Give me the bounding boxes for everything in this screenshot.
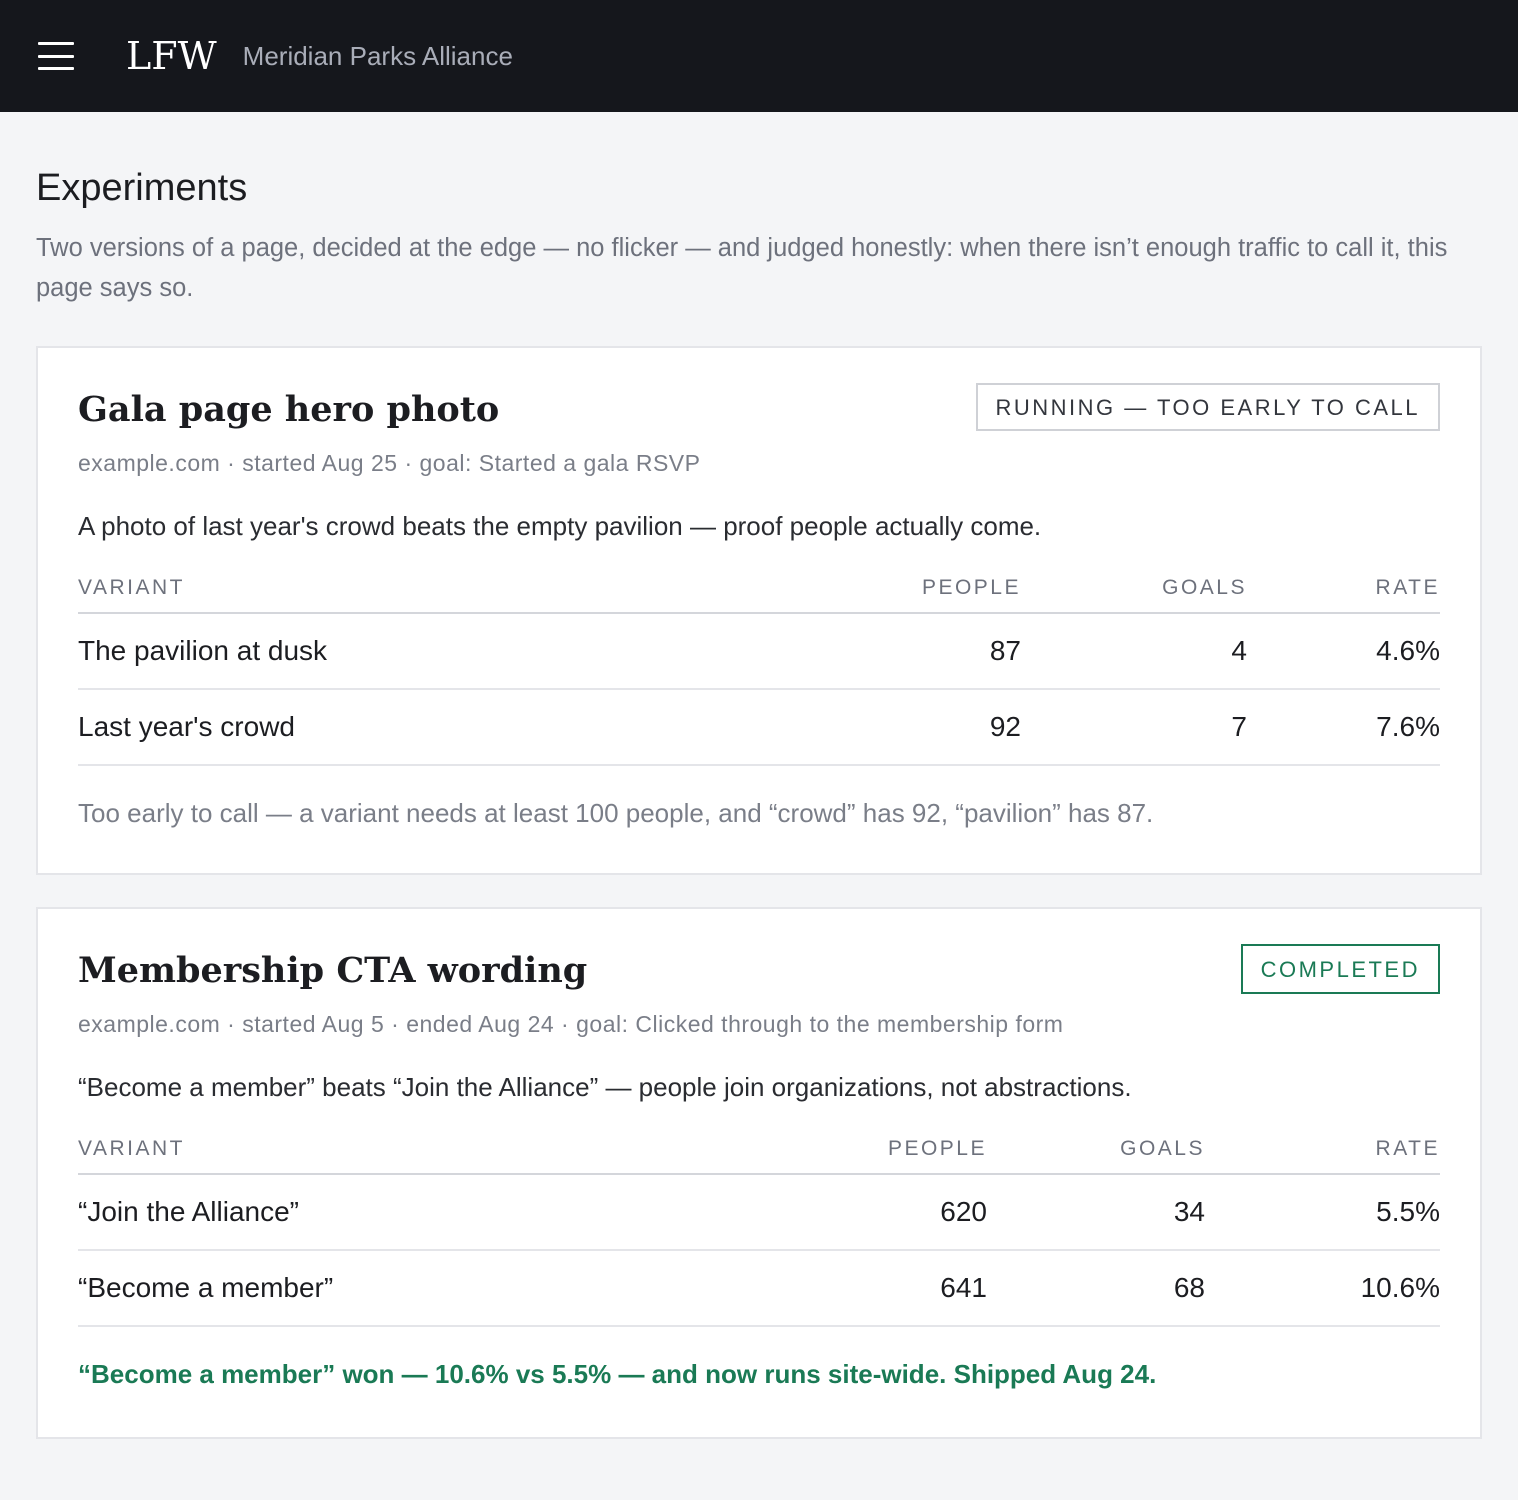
column-header-goals: GOALS [1021,576,1247,614]
table-row: The pavilion at dusk 87 4 4.6% [78,613,1440,690]
top-bar: LFW Meridian Parks Alliance [0,0,1518,112]
experiment-meta: example.com · started Aug 5 · ended Aug … [78,1011,1064,1037]
org-name: Meridian Parks Alliance [242,40,513,71]
results-table: VARIANT PEOPLE GOALS RATE “Join the Alli… [78,1137,1440,1327]
page-subtitle: Two versions of a page, decided at the e… [36,234,1448,302]
people-count: 92 [861,689,1021,766]
status-badge: RUNNING — TOO EARLY TO CALL [975,383,1440,431]
people-count: 87 [861,613,1021,690]
goals-count: 34 [987,1174,1205,1251]
column-header-goals: GOALS [987,1137,1205,1175]
experiment-card: Membership CTA wording COMPLETED example… [36,907,1482,1439]
table-row: “Become a member” 641 68 10.6% [78,1250,1440,1327]
column-header-people: PEOPLE [861,576,1021,614]
goals-count: 4 [1021,613,1247,690]
conversion-rate: 4.6% [1247,613,1440,690]
goals-count: 68 [987,1250,1205,1327]
people-count: 620 [827,1174,987,1251]
experiment-title: Gala page hero photo [78,389,500,430]
main-content: Experiments Two versions of a page, deci… [0,168,1518,1439]
column-header-rate: RATE [1247,576,1440,614]
table-header-row: VARIANT PEOPLE GOALS RATE [78,1137,1440,1175]
variant-name: “Become a member” [78,1250,827,1327]
variant-name: “Join the Alliance” [78,1174,827,1251]
column-header-rate: RATE [1205,1137,1440,1175]
variant-name: Last year's crowd [78,689,861,766]
conversion-rate: 5.5% [1205,1174,1440,1251]
column-header-variant: VARIANT [78,576,861,614]
logo[interactable]: LFW [126,34,217,78]
table-header-row: VARIANT PEOPLE GOALS RATE [78,576,1440,614]
page-title: Experiments [36,167,248,209]
experiment-hypothesis: “Become a member” beats “Join the Allian… [78,1072,1132,1102]
column-header-variant: VARIANT [78,1137,827,1175]
result-note: “Become a member” won — 10.6% vs 5.5% — … [78,1359,1157,1389]
variant-name: The pavilion at dusk [78,613,861,690]
conversion-rate: 7.6% [1247,689,1440,766]
experiment-hypothesis: A photo of last year's crowd beats the e… [78,511,1042,541]
people-count: 641 [827,1250,987,1327]
conversion-rate: 10.6% [1205,1250,1440,1327]
hamburger-menu-icon[interactable] [38,42,74,70]
experiment-meta: example.com · started Aug 25 · goal: Sta… [78,450,701,476]
goals-count: 7 [1021,689,1247,766]
column-header-people: PEOPLE [827,1137,987,1175]
experiment-card: Gala page hero photo RUNNING — TOO EARLY… [36,346,1482,875]
table-row: Last year's crowd 92 7 7.6% [78,689,1440,766]
status-badge: COMPLETED [1240,944,1440,994]
experiment-title: Membership CTA wording [78,950,588,991]
results-table: VARIANT PEOPLE GOALS RATE The pavilion a… [78,576,1440,766]
result-note: Too early to call — a variant needs at l… [78,798,1154,828]
table-row: “Join the Alliance” 620 34 5.5% [78,1174,1440,1251]
